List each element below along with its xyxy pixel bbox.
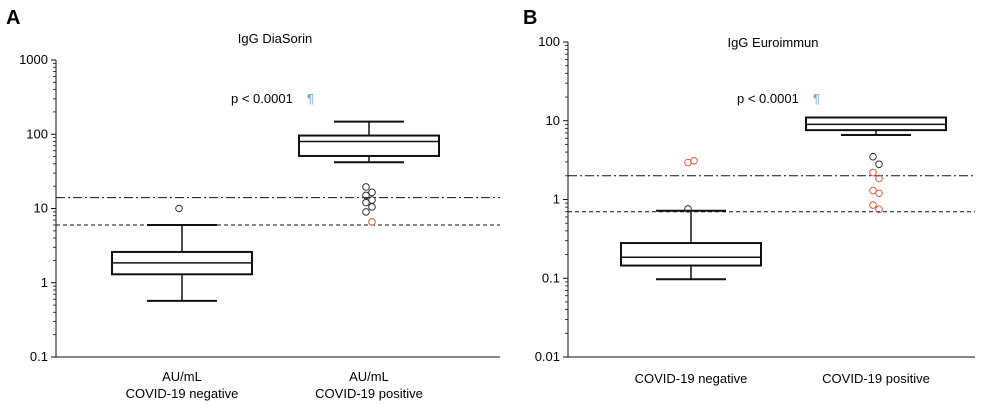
panel-a-title: IgG DiaSorin: [238, 31, 312, 46]
panel-b-group-2-outlier-point: [869, 152, 877, 161]
panel-b-pvalue: p < 0.0001 ¶: [737, 91, 820, 106]
panel-a-xlabel-1-line1: AU/mL: [162, 369, 202, 384]
panel-a: A IgG DiaSorin p < 0.0001 ¶ 0.1 1 10 100 100…: [6, 7, 500, 401]
panel-b-group-2-outlier-point: [869, 201, 877, 209]
panel-b-plot: 0.01 0.1 1 10 100: [535, 34, 975, 364]
panel-a-ytick-label: 1000: [19, 52, 48, 67]
panel-b-group-2-outlier-point: [875, 174, 883, 183]
panel-b-ytick-label: 0.1: [542, 270, 560, 285]
panel-b-group-2-outlier-point: [875, 189, 883, 198]
panel-a-ytick-label: 10: [34, 201, 48, 216]
panel-a-pvalue: p < 0.0001 ¶: [231, 91, 314, 106]
panel-a-group-2-outlier-point: [362, 183, 370, 191]
panel-a-group-2-outlier-point: [368, 203, 376, 211]
panel-a-xlabel-1-line2: COVID-19 negative: [126, 386, 239, 401]
panel-b-xlabels: COVID-19 negative COVID-19 positive: [635, 371, 930, 386]
panel-b-title: IgG Euroimmun: [727, 35, 818, 50]
panel-a-ytick-label: 0.1: [30, 349, 48, 364]
panel-a-pvalue-mark: ¶: [307, 91, 314, 106]
panel-a-xlabel-2-line2: COVID-19 positive: [315, 386, 423, 401]
panel-b-pvalue-text: p < 0.0001: [737, 91, 799, 106]
panel-b-group-1-outlier-point: [684, 158, 692, 167]
panel-a-group-2-outlier-point: [368, 188, 376, 197]
panel-b-group-2-outlier-point: [875, 205, 883, 214]
panel-a-ytick-label: 100: [26, 126, 48, 141]
panel-a-plot: 0.1 1 10 100 1000: [19, 52, 500, 364]
panel-b-ytick-label: 100: [538, 34, 560, 49]
panel-b-group-1-box: [620, 242, 762, 267]
panel-a-pvalue-text: p < 0.0001: [231, 91, 293, 106]
panel-b-ytick-label: 0.01: [535, 349, 560, 364]
panel-b-xlabel-1: COVID-19 negative: [635, 371, 748, 386]
panel-b-group-1-outlier-point: [684, 205, 692, 213]
panel-a-group-2-outlier-point: [362, 208, 370, 216]
panel-a-ytick-label: 1: [41, 275, 48, 290]
panel-b-ytick-label: 1: [553, 192, 560, 207]
panel-b-xlabel-2: COVID-19 positive: [822, 371, 930, 386]
panel-a-xlabels: AU/mL COVID-19 negative AU/mL COVID-19 p…: [126, 369, 423, 401]
panel-a-xlabel-2-line1: AU/mL: [349, 369, 389, 384]
panel-a-group-1-outlier-point: [175, 204, 183, 213]
panel-b-group-2-outlier-point: [869, 168, 877, 177]
panel-a-letter: A: [6, 7, 20, 29]
panel-a-group-2-outlier-point: [362, 191, 370, 200]
panel-a-group-2-outlier-point: [362, 198, 370, 207]
panel-b-group-2-outlier-point: [869, 186, 877, 195]
panel-a-group-2-outlier-point: [368, 218, 376, 226]
panel-b-pvalue-mark: ¶: [813, 91, 820, 106]
panel-b: B IgG Euroimmun p < 0.0001 ¶ 0.01 0.1 1 10 1…: [523, 7, 975, 386]
panel-b-group-2-outlier-point: [875, 160, 883, 169]
panel-b-ytick-label: 10: [546, 113, 560, 128]
panel-b-letter: B: [523, 7, 537, 29]
panel-a-group-2-box: [298, 134, 440, 157]
